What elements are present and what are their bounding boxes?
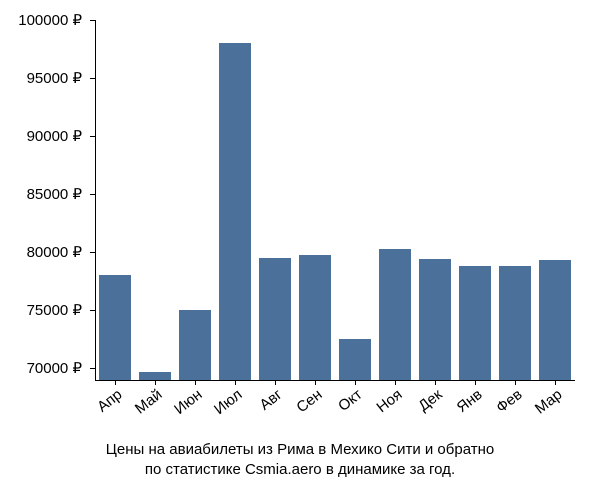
- x-tick-mark: [515, 380, 516, 385]
- x-tick-label: Июл: [211, 386, 245, 418]
- x-tick-label: Сен: [293, 386, 325, 416]
- x-tick-mark: [195, 380, 196, 385]
- x-label-slot: Дек: [415, 382, 455, 442]
- x-tick-mark: [555, 380, 556, 385]
- caption-line-1: Цены на авиабилеты из Рима в Мехико Сити…: [0, 440, 600, 460]
- bar: [299, 255, 330, 380]
- bar-slot: [175, 20, 215, 380]
- x-tick-mark: [315, 380, 316, 385]
- bar-slot: [135, 20, 175, 380]
- x-tick-label: Фев: [493, 386, 525, 416]
- bars-group: [95, 20, 575, 380]
- bar-slot: [415, 20, 455, 380]
- x-tick-mark: [115, 380, 116, 385]
- bar: [139, 372, 170, 380]
- y-tick-label: 85000 ₽: [27, 185, 82, 203]
- x-tick-label: Дек: [415, 386, 445, 415]
- bar-slot: [295, 20, 335, 380]
- x-label-slot: Июл: [215, 382, 255, 442]
- x-tick-label: Май: [132, 386, 166, 417]
- bar: [419, 259, 450, 380]
- bar: [259, 258, 290, 380]
- bar: [379, 249, 410, 380]
- x-axis: АпрМайИюнИюлАвгСенОктНояДекЯнвФевМар: [95, 382, 575, 442]
- x-tick-mark: [155, 380, 156, 385]
- bar: [499, 266, 530, 380]
- bar-slot: [215, 20, 255, 380]
- x-tick-mark: [355, 380, 356, 385]
- x-tick-label: Авг: [257, 386, 286, 414]
- bar: [339, 339, 370, 380]
- x-tick-mark: [475, 380, 476, 385]
- x-label-slot: Фев: [495, 382, 535, 442]
- bar-slot: [495, 20, 535, 380]
- x-label-slot: Апр: [95, 382, 135, 442]
- x-label-slot: Янв: [455, 382, 495, 442]
- caption-line-2: по статистике Csmia.aero в динамике за г…: [0, 460, 600, 480]
- x-label-slot: Июн: [175, 382, 215, 442]
- bar: [179, 310, 210, 380]
- price-chart: 70000 ₽ 75000 ₽ 80000 ₽ 85000 ₽ 90000 ₽ 95000…: [0, 0, 600, 500]
- bar-slot: [455, 20, 495, 380]
- bar: [99, 275, 130, 380]
- bar-slot: [95, 20, 135, 380]
- bar-slot: [255, 20, 295, 380]
- bar-slot: [335, 20, 375, 380]
- x-tick-mark: [435, 380, 436, 385]
- bar-slot: [535, 20, 575, 380]
- bar: [219, 43, 250, 380]
- bar: [459, 266, 490, 380]
- x-tick-label: Янв: [454, 386, 486, 416]
- x-tick-label: Окт: [335, 386, 365, 415]
- y-tick-label: 95000 ₽: [27, 69, 82, 87]
- x-tick-label: Мар: [532, 386, 566, 417]
- x-label-slot: Авг: [255, 382, 295, 442]
- y-tick-label: 90000 ₽: [27, 127, 82, 145]
- y-axis: 70000 ₽ 75000 ₽ 80000 ₽ 85000 ₽ 90000 ₽ 95000…: [0, 20, 90, 380]
- x-tick-mark: [275, 380, 276, 385]
- x-tick-label: Ноя: [373, 386, 405, 416]
- y-tick-label: 80000 ₽: [27, 243, 82, 261]
- x-label-slot: Май: [135, 382, 175, 442]
- x-tick-label: Апр: [94, 386, 125, 416]
- x-label-slot: Сен: [295, 382, 335, 442]
- x-tick-mark: [395, 380, 396, 385]
- x-tick-label: Июн: [171, 386, 205, 418]
- y-tick-label: 75000 ₽: [27, 301, 82, 319]
- chart-caption: Цены на авиабилеты из Рима в Мехико Сити…: [0, 440, 600, 481]
- x-axis-line: [95, 380, 575, 381]
- x-label-slot: Мар: [535, 382, 575, 442]
- x-tick-mark: [235, 380, 236, 385]
- x-label-slot: Ноя: [375, 382, 415, 442]
- y-tick-label: 100000 ₽: [18, 11, 82, 29]
- y-tick-label: 70000 ₽: [27, 359, 82, 377]
- x-label-slot: Окт: [335, 382, 375, 442]
- plot-area: [95, 20, 575, 380]
- bar: [539, 260, 570, 380]
- bar-slot: [375, 20, 415, 380]
